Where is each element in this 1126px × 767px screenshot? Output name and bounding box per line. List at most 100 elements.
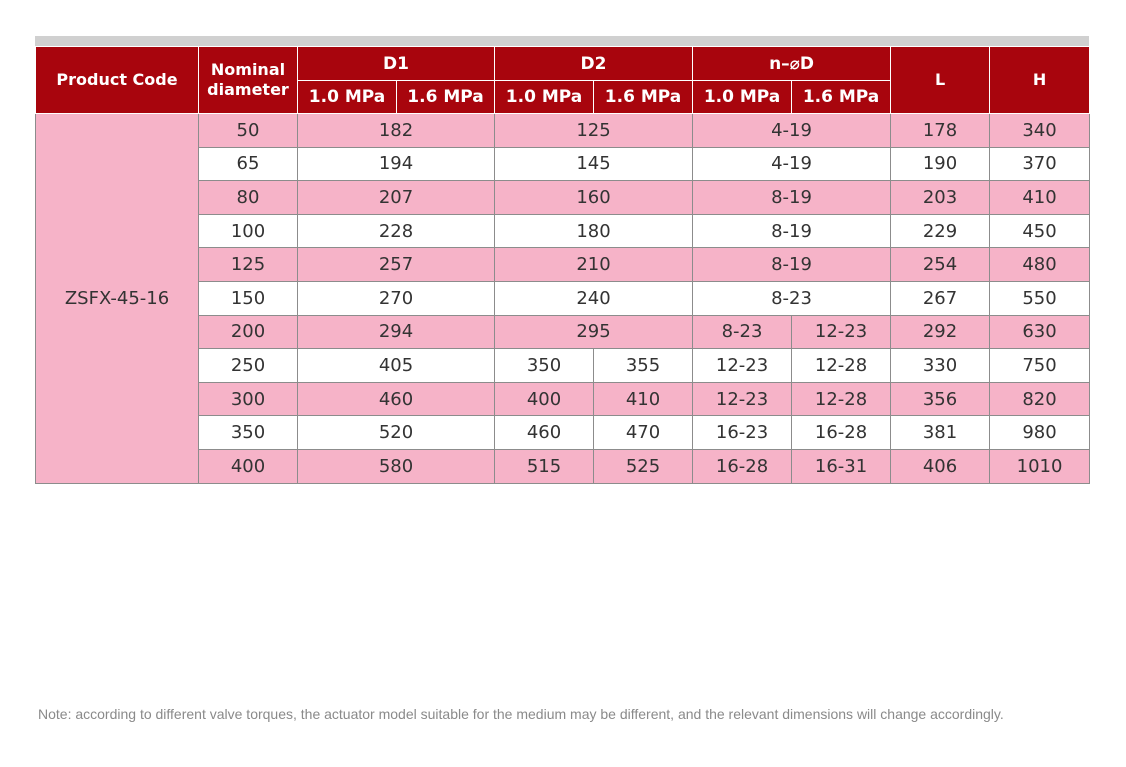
header-nominal-diameter: Nominal diameter (198, 46, 298, 114)
h-cell: 1010 (989, 448, 1091, 484)
header-h: H (989, 46, 1091, 114)
product-code-cell: ZSFX-45-16 (35, 113, 199, 484)
n-od-cell: 16-23 (692, 415, 793, 450)
n-od-cell: 16-28 (791, 415, 892, 450)
n-od-cell: 12-23 (692, 348, 793, 383)
d1-cell: 405 (296, 348, 496, 383)
table-row: 100 228 180 8-19 229 450 (36, 213, 1091, 249)
d2-cell: 350 (494, 348, 595, 383)
header-d2: D2 (494, 46, 694, 81)
h-cell: 340 (989, 113, 1091, 148)
header-product-code: Product Code (35, 46, 199, 114)
d2-cell: 410 (593, 381, 694, 417)
n-od-cell: 12-23 (791, 314, 892, 350)
l-cell: 229 (890, 213, 991, 249)
nominal-diameter-cell: 150 (198, 280, 298, 316)
nominal-diameter-cell: 65 (198, 146, 298, 182)
header-l: L (890, 46, 991, 114)
d1-cell: 270 (296, 280, 496, 316)
table-row: 250 405 350 355 12-23 12-28 330 750 (36, 348, 1091, 383)
header-nod-1-6-mpa: 1.6 MPa (791, 80, 892, 114)
n-od-cell: 16-28 (692, 448, 793, 484)
header-d1-1-6-mpa: 1.6 MPa (395, 80, 496, 114)
d1-cell: 460 (296, 381, 496, 417)
header-d1: D1 (296, 46, 496, 81)
d1-cell: 257 (296, 247, 496, 282)
h-cell: 750 (989, 348, 1091, 383)
h-cell: 820 (989, 381, 1091, 417)
nominal-diameter-cell: 50 (198, 113, 298, 148)
header-d1-1-0-mpa: 1.0 MPa (297, 80, 397, 114)
h-cell: 450 (989, 213, 1091, 249)
d1-cell: 580 (296, 448, 496, 484)
l-cell: 178 (890, 113, 991, 148)
table-row: 125 257 210 8-19 254 480 (36, 247, 1091, 282)
header-d2-1-6-mpa: 1.6 MPa (593, 80, 694, 114)
d2-cell: 515 (494, 448, 595, 484)
n-od-cell: 8-19 (692, 180, 892, 215)
h-cell: 410 (989, 180, 1091, 215)
h-cell: 480 (989, 247, 1091, 282)
h-cell: 550 (989, 280, 1091, 316)
n-od-cell: 8-23 (692, 280, 892, 316)
d2-cell: 180 (494, 213, 694, 249)
d1-cell: 194 (296, 146, 496, 182)
d1-cell: 228 (296, 213, 496, 249)
n-od-cell: 4-19 (692, 113, 892, 148)
d2-cell: 125 (494, 113, 694, 148)
table-row: 150 270 240 8-23 267 550 (36, 280, 1091, 316)
n-od-cell: 16-31 (791, 448, 892, 484)
n-od-cell: 12-23 (692, 381, 793, 417)
header-nod-1-0-mpa: 1.0 MPa (692, 80, 793, 114)
l-cell: 267 (890, 280, 991, 316)
nominal-diameter-cell: 250 (198, 348, 298, 383)
l-cell: 254 (890, 247, 991, 282)
nominal-diameter-cell: 125 (198, 247, 298, 282)
table-row: 350 520 460 470 16-23 16-28 381 980 (36, 415, 1091, 450)
table-row: 400 580 515 525 16-28 16-31 406 1010 (36, 448, 1091, 484)
d2-cell: 240 (494, 280, 694, 316)
d2-cell: 160 (494, 180, 694, 215)
nominal-diameter-cell: 350 (198, 415, 298, 450)
n-od-cell: 8-19 (692, 247, 892, 282)
n-od-cell: 4-19 (692, 146, 892, 182)
l-cell: 292 (890, 314, 991, 350)
d1-cell: 520 (296, 415, 496, 450)
table-row: 200 294 295 8-23 12-23 292 630 (36, 314, 1091, 350)
nominal-diameter-cell: 80 (198, 180, 298, 215)
d2-cell: 470 (593, 415, 694, 450)
table-body: ZSFX-45-16 50 182 125 4-19 178 340 65 194 145 4-19… (35, 113, 1091, 484)
d2-cell: 525 (593, 448, 694, 484)
l-cell: 190 (890, 146, 991, 182)
d2-cell: 400 (494, 381, 595, 417)
table-row: 300 460 400 410 12-23 12-28 356 820 (36, 381, 1091, 417)
header-d2-1-0-mpa: 1.0 MPa (494, 80, 595, 114)
nominal-diameter-cell: 400 (198, 448, 298, 484)
h-cell: 370 (989, 146, 1091, 182)
table-row: 80 207 160 8-19 203 410 (36, 180, 1091, 215)
h-cell: 980 (989, 415, 1091, 450)
l-cell: 330 (890, 348, 991, 383)
d2-cell: 355 (593, 348, 694, 383)
n-od-cell: 12-28 (791, 381, 892, 417)
dimension-table: Product Code Nominal diameter D1 D2 n–⌀D… (35, 46, 1091, 484)
n-od-cell: 12-28 (791, 348, 892, 383)
d2-cell: 295 (494, 314, 694, 350)
top-divider-bar (35, 36, 1089, 46)
d1-cell: 182 (296, 113, 496, 148)
table-row: 65 194 145 4-19 190 370 (36, 146, 1091, 182)
header-n-od: n–⌀D (692, 46, 892, 81)
nominal-diameter-cell: 300 (198, 381, 298, 417)
l-cell: 381 (890, 415, 991, 450)
d2-cell: 145 (494, 146, 694, 182)
table-row: ZSFX-45-16 50 182 125 4-19 178 340 (35, 113, 1091, 484)
d2-cell: 460 (494, 415, 595, 450)
l-cell: 406 (890, 448, 991, 484)
d2-cell: 210 (494, 247, 694, 282)
footnote: Note: according to different valve torqu… (38, 706, 1004, 722)
l-cell: 203 (890, 180, 991, 215)
l-cell: 356 (890, 381, 991, 417)
d1-cell: 294 (296, 314, 496, 350)
n-od-cell: 8-19 (692, 213, 892, 249)
h-cell: 630 (989, 314, 1091, 350)
